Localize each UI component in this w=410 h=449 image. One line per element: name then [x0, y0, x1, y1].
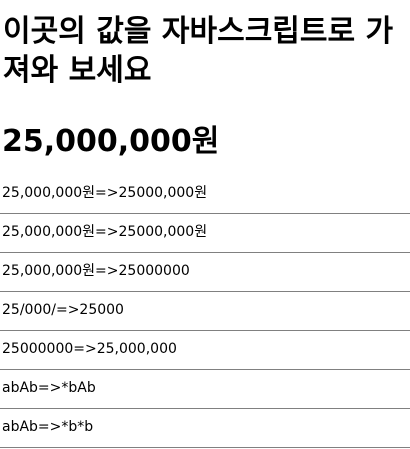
- result-list: 25,000,000원=>25000,000원 25,000,000원=>250…: [0, 175, 410, 448]
- result-text: 25,000,000원=>25000,000원: [2, 224, 208, 240]
- result-row: 25/000/=>25000: [0, 292, 410, 331]
- result-text: 25/000/=>25000: [2, 302, 124, 318]
- result-row: 25,000,000원=>25000,000원: [0, 214, 410, 253]
- result-row: 25,000,000원=>25000000: [0, 253, 410, 292]
- result-row: abAb=>*b*b: [0, 409, 410, 448]
- price-value: 25,000,000원: [2, 124, 220, 159]
- result-text: 25,000,000원=>25000000: [2, 263, 190, 279]
- result-row: 25000000=>25,000,000: [0, 331, 410, 370]
- result-row: 25,000,000원=>25000,000원: [0, 175, 410, 214]
- result-text: abAb=>*bAb: [2, 380, 96, 396]
- page-heading: 이곳의 값을 자바스크립트로 가져와 보세요: [3, 14, 394, 88]
- result-text: abAb=>*b*b: [2, 419, 94, 435]
- result-text: 25,000,000원=>25000,000원: [2, 185, 208, 201]
- result-row: abAb=>*bAb: [0, 370, 410, 409]
- result-text: 25000000=>25,000,000: [2, 341, 177, 357]
